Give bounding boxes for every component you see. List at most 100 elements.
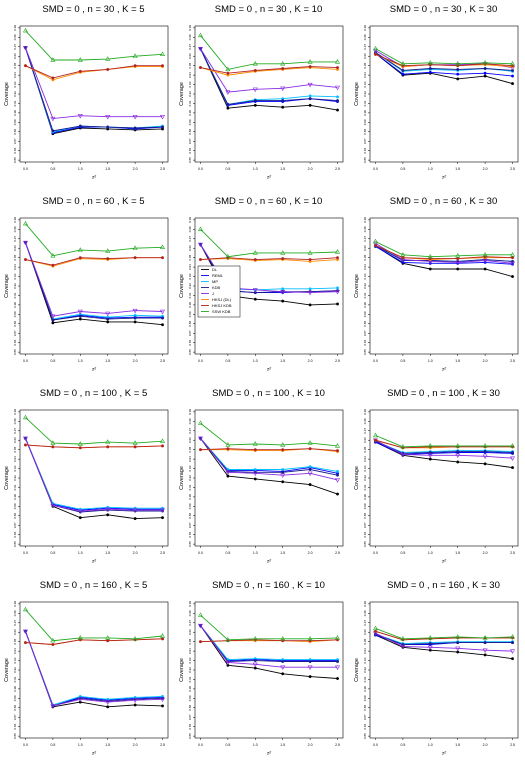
y-tick-label: 0.86 [13, 147, 17, 153]
y-tick-label: 0.87 [363, 138, 367, 144]
data-point [483, 267, 487, 271]
data-point [483, 653, 487, 657]
chart-title: SMD = 0 , n = 100 , K = 5 [40, 388, 147, 399]
data-point [225, 442, 231, 447]
data-point [51, 321, 55, 325]
x-tick-label: 2.0 [483, 167, 488, 171]
y-tick-label: 0.87 [188, 522, 192, 528]
y-tick-label: 0.99 [13, 601, 17, 607]
series-line [375, 630, 513, 641]
data-point [455, 453, 461, 459]
series-line [200, 625, 338, 668]
data-point [133, 517, 137, 521]
data-point [280, 289, 286, 295]
data-point [226, 71, 230, 75]
plot-frame [194, 409, 344, 547]
chart-title: SMD = 0 , n = 60 , K = 30 [390, 196, 497, 207]
y-tick-label: 0.91 [363, 484, 367, 490]
data-point [280, 636, 286, 641]
y-tick-label: 0.99 [188, 25, 192, 31]
data-point [308, 447, 312, 451]
y-tick-label: 0.94 [363, 648, 367, 654]
data-point [253, 477, 257, 481]
series-line [200, 229, 338, 258]
data-point [335, 635, 341, 640]
y-tick-label: 0.85 [188, 157, 192, 163]
data-point [400, 452, 406, 458]
series-line [25, 65, 163, 81]
y-tick-label: 0.92 [188, 475, 192, 481]
x-tick-label: 1.5 [455, 551, 460, 555]
series-line [25, 65, 163, 79]
data-point [161, 256, 164, 260]
data-point [281, 639, 285, 643]
series-line [375, 244, 513, 262]
data-point [400, 444, 406, 449]
x-tick-label: 2.5 [160, 359, 165, 363]
data-point [24, 641, 27, 645]
y-tick-label: 0.86 [188, 531, 192, 537]
x-tick-label: 1.0 [78, 743, 83, 747]
y-tick-label: 0.92 [188, 283, 192, 289]
y-tick-label: 0.88 [363, 513, 367, 519]
data-point [51, 445, 55, 449]
plot-frame [369, 409, 519, 547]
x-axis-label: τ² [92, 367, 96, 373]
data-point [511, 657, 514, 661]
data-point [427, 453, 433, 459]
series-line [375, 633, 513, 645]
series-line [25, 47, 163, 133]
y-tick-label: 0.94 [363, 72, 367, 78]
data-point [428, 642, 432, 646]
y-tick-label: 0.97 [13, 620, 17, 626]
data-point [308, 103, 312, 107]
data-point [77, 635, 83, 640]
y-tick-label: 0.87 [363, 522, 367, 528]
data-point [253, 68, 257, 72]
data-point [106, 505, 110, 509]
y-tick-label: 0.88 [363, 129, 367, 135]
y-tick-label: 0.99 [13, 217, 17, 223]
legend-label: MP [212, 279, 218, 284]
data-point [511, 68, 514, 72]
data-point [197, 436, 203, 442]
series-line [375, 53, 513, 85]
series-line [200, 625, 338, 662]
data-point [483, 67, 487, 70]
plot-frame [19, 217, 169, 355]
y-tick-label: 0.94 [363, 264, 367, 270]
x-tick-label: 2.5 [510, 167, 515, 171]
x-axis-label: τ² [267, 175, 271, 181]
series-line [25, 438, 163, 510]
series-line [25, 257, 163, 266]
x-axis-label: τ² [92, 751, 96, 757]
data-point [161, 704, 164, 708]
series-line [25, 242, 163, 320]
data-point [307, 290, 313, 296]
data-point [483, 462, 487, 466]
data-point [281, 448, 285, 452]
data-point [401, 256, 405, 260]
data-point [456, 450, 460, 454]
series-line [25, 631, 163, 706]
data-point [335, 59, 341, 64]
x-axis-label: τ² [267, 751, 271, 757]
chart-title: SMD = 0 , n = 100 , K = 10 [212, 388, 325, 399]
data-point [133, 256, 137, 260]
series-line [25, 47, 163, 134]
y-tick-label: 0.90 [13, 494, 17, 500]
series-line [200, 48, 338, 105]
y-axis-label: Coverage [354, 466, 360, 490]
data-point [281, 470, 285, 474]
y-tick-label: 0.98 [188, 226, 192, 232]
data-point [253, 99, 257, 103]
y-tick-label: 0.97 [13, 236, 17, 242]
x-tick-label: 1.5 [105, 551, 110, 555]
data-point [78, 638, 82, 642]
x-tick-label: 2.0 [133, 551, 138, 555]
y-tick-label: 0.90 [363, 302, 367, 308]
plot-frame [19, 601, 169, 739]
x-axis-label: τ² [442, 559, 446, 565]
data-point [160, 438, 166, 443]
data-point [336, 660, 339, 663]
